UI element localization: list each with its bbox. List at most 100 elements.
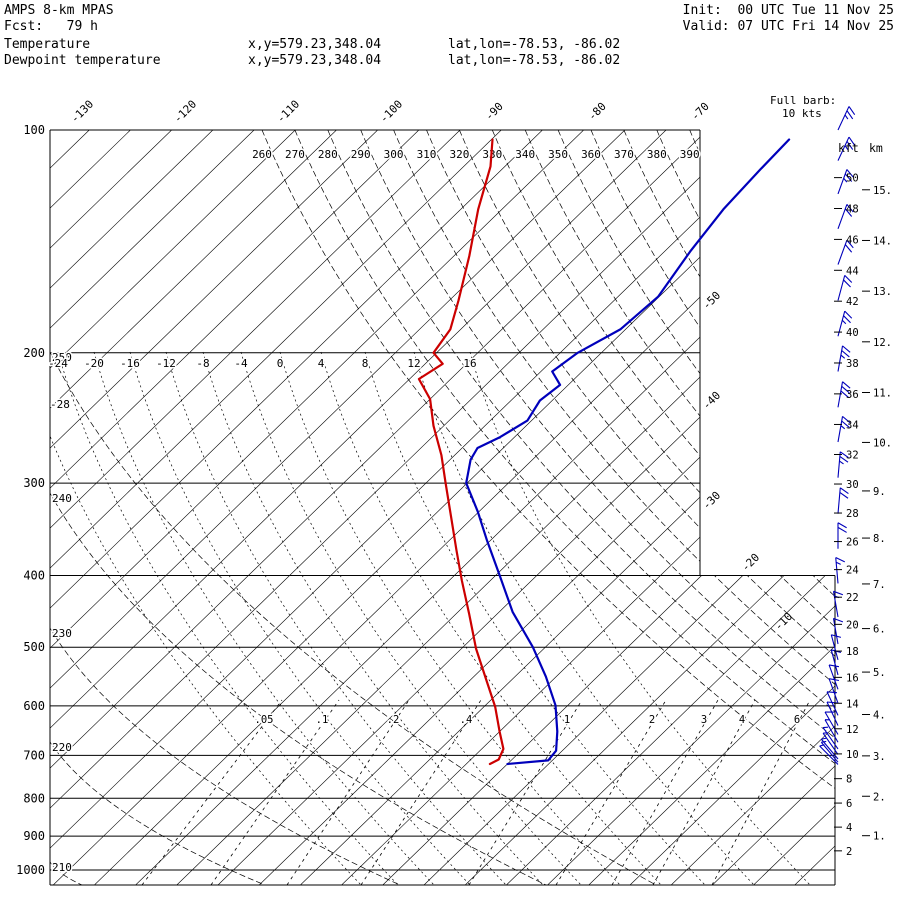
- svg-text:30: 30: [846, 479, 859, 491]
- svg-text:350: 350: [548, 148, 568, 161]
- forecast-hour: Fcst: 79 h: [4, 19, 98, 34]
- svg-text:8: 8: [846, 774, 852, 786]
- svg-text:16: 16: [463, 357, 476, 370]
- svg-text:280: 280: [318, 148, 338, 161]
- svg-text:-20: -20: [739, 551, 762, 574]
- svg-text:300: 300: [23, 476, 45, 490]
- svg-text:-50: -50: [700, 289, 723, 312]
- svg-text:2.: 2.: [873, 791, 886, 803]
- svg-text:32: 32: [846, 450, 859, 462]
- svg-text:3.: 3.: [873, 751, 886, 763]
- svg-text:40: 40: [846, 327, 859, 339]
- temperature-xy: x,y=579.23,348.04: [248, 37, 382, 52]
- svg-text:-4: -4: [234, 357, 248, 370]
- svg-text:5.: 5.: [873, 667, 886, 679]
- svg-text:1000: 1000: [16, 863, 45, 877]
- svg-text:1.: 1.: [873, 831, 886, 843]
- svg-text:360: 360: [581, 148, 601, 161]
- svg-text:4: 4: [318, 357, 325, 370]
- svg-text:10.: 10.: [873, 437, 892, 449]
- svg-text:400: 400: [23, 569, 45, 583]
- svg-text:-28: -28: [50, 398, 70, 411]
- svg-text:4: 4: [739, 714, 745, 726]
- svg-text:38: 38: [846, 358, 859, 370]
- dewpoint-xy: x,y=579.23,348.04: [248, 53, 382, 68]
- svg-text:100: 100: [23, 123, 45, 137]
- svg-text:7.: 7.: [873, 579, 886, 591]
- svg-text:6: 6: [794, 714, 800, 726]
- svg-text:-16: -16: [120, 357, 140, 370]
- svg-text:6: 6: [846, 798, 852, 810]
- svg-text:310: 310: [417, 148, 437, 161]
- svg-text:900: 900: [23, 829, 45, 843]
- svg-text:290: 290: [351, 148, 371, 161]
- svg-text:380: 380: [647, 148, 667, 161]
- svg-text:250: 250: [52, 351, 72, 364]
- temperature-latlon: lat,lon=-78.53, -86.02: [448, 37, 621, 52]
- svg-text:13.: 13.: [873, 286, 892, 298]
- svg-text:-120: -120: [171, 98, 199, 126]
- svg-text:300: 300: [384, 148, 404, 161]
- svg-text:10: 10: [846, 749, 859, 761]
- svg-text:-70: -70: [689, 100, 712, 123]
- svg-text:600: 600: [23, 699, 45, 713]
- svg-text:42: 42: [846, 296, 859, 308]
- svg-text:14: 14: [846, 698, 859, 710]
- svg-text:.2: .2: [387, 714, 400, 726]
- svg-text:320: 320: [449, 148, 469, 161]
- svg-text:700: 700: [23, 748, 45, 762]
- svg-text:340: 340: [515, 148, 535, 161]
- svg-text:26: 26: [846, 537, 859, 549]
- svg-text:12.: 12.: [873, 337, 892, 349]
- mixing-ratio-lines: [141, 699, 811, 885]
- isobar-lines: [50, 129, 835, 871]
- svg-text:230: 230: [52, 627, 72, 640]
- svg-text:240: 240: [52, 492, 72, 505]
- svg-text:-12: -12: [156, 357, 176, 370]
- svg-text:28: 28: [846, 508, 859, 520]
- svg-text:500: 500: [23, 640, 45, 654]
- svg-text:-10: -10: [772, 610, 795, 633]
- svg-text:-110: -110: [274, 98, 302, 126]
- svg-text:370: 370: [614, 148, 634, 161]
- svg-text:24: 24: [846, 565, 859, 577]
- svg-text:220: 220: [52, 741, 72, 754]
- init-time: Init: 00 UTC Tue 11 Nov 25: [682, 3, 894, 18]
- temperature-legend-label: Temperature: [4, 37, 91, 52]
- svg-text:-24: -24: [48, 357, 68, 370]
- svg-text:-30: -30: [700, 489, 723, 512]
- svg-text:-8: -8: [196, 357, 209, 370]
- kft-axis: kft5048464442403836343230282624222018161…: [834, 141, 859, 858]
- svg-text:15.: 15.: [873, 185, 892, 197]
- svg-text:6.: 6.: [873, 624, 886, 636]
- svg-text:4.: 4.: [873, 709, 886, 721]
- svg-text:12: 12: [846, 724, 859, 736]
- svg-text:390: 390: [680, 148, 700, 161]
- moist-adiabat-lines: [50, 351, 811, 885]
- dewpoint-latlon: lat,lon=-78.53, -86.02: [448, 53, 621, 68]
- svg-text:34: 34: [846, 419, 859, 431]
- svg-text:16: 16: [846, 672, 859, 684]
- svg-text:12: 12: [407, 357, 420, 370]
- svg-text:210: 210: [52, 861, 72, 874]
- svg-text:-100: -100: [377, 98, 405, 126]
- svg-text:200: 200: [23, 346, 45, 360]
- svg-text:22: 22: [846, 592, 859, 604]
- svg-text:20: 20: [846, 619, 859, 631]
- svg-text:km: km: [869, 141, 883, 155]
- svg-text:800: 800: [23, 791, 45, 805]
- svg-text:Full barb:: Full barb:: [770, 94, 836, 107]
- svg-text:36: 36: [846, 389, 859, 401]
- svg-text:kft: kft: [838, 141, 859, 155]
- svg-text:4: 4: [846, 822, 852, 834]
- grid: [50, 130, 835, 885]
- svg-text:9.: 9.: [873, 486, 886, 498]
- svg-text:-20: -20: [84, 357, 104, 370]
- km-axis: km 15. 14. 13. 12. 11. 10. 9. 8. 7. 6. 5. 4. 3. 2. 1.: [862, 141, 892, 843]
- theta-top-labels: 260 270 280 290 300 310 320 330 340 350 360 370 380 3…: [251, 147, 702, 163]
- svg-text:10 kts: 10 kts: [782, 107, 822, 120]
- theta-left-labels: 250 240 230 220 210 -28: [49, 350, 74, 876]
- moist-adiabat-labels: -24 -20 -16 -12 -8 -4 0 4 8 12 16: [47, 356, 479, 372]
- svg-text:18: 18: [846, 646, 859, 658]
